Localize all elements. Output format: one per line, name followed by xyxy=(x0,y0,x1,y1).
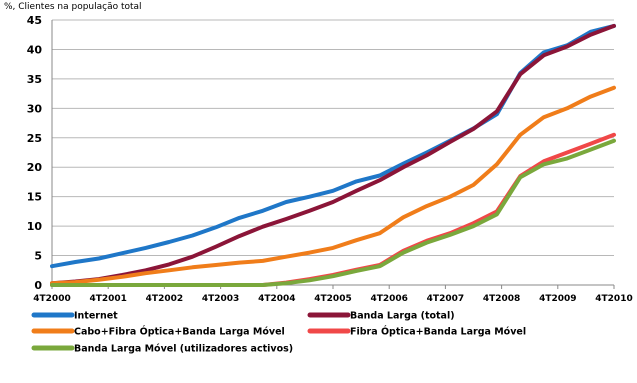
legend-label-4: Banda Larga Móvel (utilizadores activos) xyxy=(74,344,293,355)
x-tick-label: 4T2004 xyxy=(258,294,295,304)
y-tick-label: 0 xyxy=(34,279,42,292)
legend: Internet Banda Larga (total) Cabo+Fibra Óp… xyxy=(31,311,526,355)
y-axis-label: %, Clientes na população total xyxy=(4,2,142,12)
x-tick-label: 4T2009 xyxy=(539,294,576,304)
series-line-2 xyxy=(50,85,616,286)
series-line-4 xyxy=(50,138,616,287)
y-tick-label: 45 xyxy=(27,14,42,27)
series-line-0 xyxy=(50,23,616,269)
x-tick-label: 4T2001 xyxy=(89,294,126,304)
y-tick-label: 10 xyxy=(27,220,43,233)
y-tick-label: 40 xyxy=(27,43,43,56)
series-line-1 xyxy=(50,23,616,286)
y-tick-label: 35 xyxy=(27,73,42,86)
x-tick-label: 4T2006 xyxy=(370,294,407,304)
x-axis-ticks: 4T2000 4T2001 4T2002 4T2003 4T2004 4T2005 4T20… xyxy=(33,294,632,304)
legend-label-0: Internet xyxy=(74,311,118,322)
series-lines xyxy=(50,23,616,287)
legend-label-3: Fibra Óptica+Banda Larga Móvel xyxy=(350,326,526,338)
x-tick-label: 4T2000 xyxy=(33,294,70,304)
series-line-3 xyxy=(50,132,616,287)
x-tick-label: 4T2002 xyxy=(146,294,183,304)
x-tick-label: 4T2007 xyxy=(427,294,464,304)
legend-label-2: Cabo+Fibra Óptica+Banda Larga Móvel xyxy=(74,326,285,338)
y-axis-ticks: 0 5 10 15 20 25 30 35 40 45 xyxy=(27,14,43,292)
y-tick-label: 15 xyxy=(27,191,42,204)
x-tick-label: 4T2010 xyxy=(595,294,632,304)
legend-label-1: Banda Larga (total) xyxy=(350,311,455,322)
y-tick-label: 20 xyxy=(27,161,43,174)
x-tick-label: 4T2003 xyxy=(202,294,239,304)
y-tick-label: 5 xyxy=(34,250,42,263)
x-tick-label: 4T2008 xyxy=(483,294,520,304)
y-tick-label: 25 xyxy=(27,132,42,145)
gridlines xyxy=(52,19,614,257)
y-tick-label: 30 xyxy=(27,102,43,115)
x-tick-label: 4T2005 xyxy=(314,294,351,304)
